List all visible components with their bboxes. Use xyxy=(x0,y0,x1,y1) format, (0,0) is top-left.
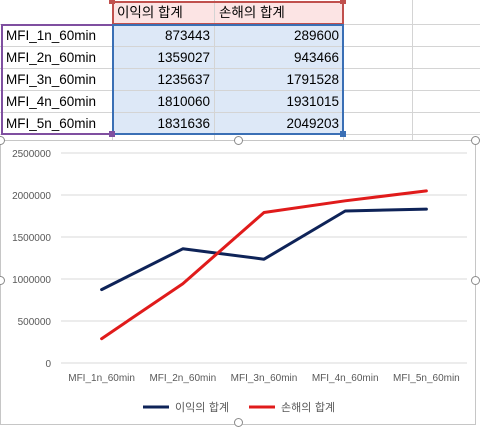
range-resize-handle[interactable] xyxy=(340,0,346,4)
y-tick-label: 0 xyxy=(45,359,51,370)
chart-resize-handle[interactable] xyxy=(234,136,243,145)
x-tick-label: MFI_3n_60min xyxy=(231,373,298,384)
range-resize-handle[interactable] xyxy=(109,131,115,137)
chart-resize-handle[interactable] xyxy=(234,418,243,427)
header-loss-sum[interactable]: 손해의 합계 xyxy=(215,2,343,24)
header-profit-sum[interactable]: 이익의 합계 xyxy=(113,2,214,24)
y-tick-label: 1500000 xyxy=(12,233,51,244)
profit-cell[interactable]: 1359027 xyxy=(113,47,214,68)
chart-plot: 0 500000 1000000 1500000 2000000 2500000 MFI_1… xyxy=(1,141,477,426)
chart-resize-handle[interactable] xyxy=(471,276,480,285)
loss-cell[interactable]: 2049203 xyxy=(215,113,343,134)
chart-resize-handle[interactable] xyxy=(471,136,480,145)
x-tick-label: MFI_2n_60min xyxy=(149,373,216,384)
row-label[interactable]: MFI_5n_60min xyxy=(2,113,112,134)
legend-label: 이익의 합계 xyxy=(175,401,229,414)
loss-cell[interactable]: 289600 xyxy=(215,25,343,46)
row-label[interactable]: MFI_2n_60min xyxy=(2,47,112,68)
y-tick-label: 2500000 xyxy=(12,149,51,160)
row-label[interactable]: MFI_4n_60min xyxy=(2,91,112,112)
row-label[interactable]: MFI_3n_60min xyxy=(2,69,112,90)
profit-cell[interactable]: 1831636 xyxy=(113,113,214,134)
y-tick-label: 2000000 xyxy=(12,191,51,202)
legend-label: 손해의 합계 xyxy=(281,400,335,414)
profit-cell[interactable]: 873443 xyxy=(113,25,214,46)
loss-cell[interactable]: 1791528 xyxy=(215,69,343,90)
loss-cell[interactable]: 1931015 xyxy=(215,91,343,112)
x-tick-label: MFI_5n_60min xyxy=(393,373,460,384)
col-border xyxy=(412,0,413,140)
row-border xyxy=(0,134,480,135)
y-tick-label: 500000 xyxy=(18,317,52,328)
series-line xyxy=(102,209,427,290)
profit-cell[interactable]: 1235637 xyxy=(113,69,214,90)
row-label[interactable]: MFI_1n_60min xyxy=(2,25,112,46)
range-resize-handle[interactable] xyxy=(109,0,115,4)
loss-cell[interactable]: 943466 xyxy=(215,47,343,68)
spreadsheet-range: 이익의 합계 손해의 합계 MFI_1n_60min 873443 289600… xyxy=(0,0,480,140)
y-tick-label: 1000000 xyxy=(12,275,51,286)
line-chart[interactable]: 0 500000 1000000 1500000 2000000 2500000 MFI_1… xyxy=(0,140,476,425)
x-tick-label: MFI_4n_60min xyxy=(312,373,379,384)
range-resize-handle[interactable] xyxy=(340,131,346,137)
col-border xyxy=(343,0,344,140)
profit-cell[interactable]: 1810060 xyxy=(113,91,214,112)
x-tick-label: MFI_1n_60min xyxy=(68,373,135,384)
